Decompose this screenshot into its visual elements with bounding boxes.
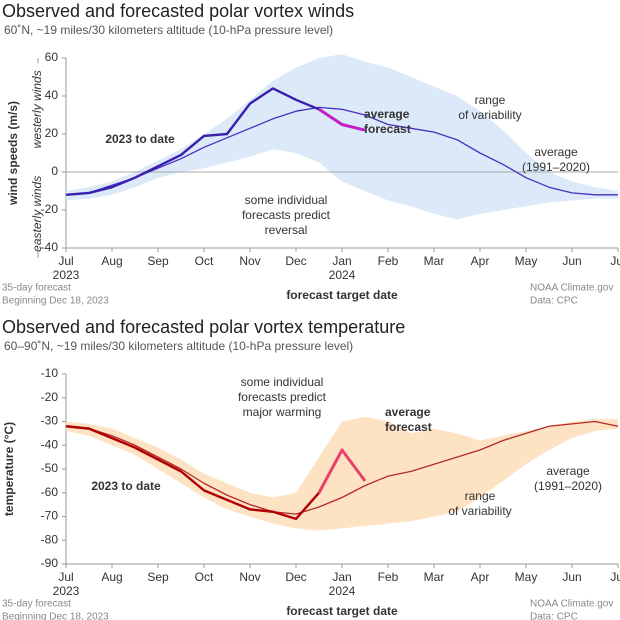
- y-tick-label: 0: [51, 164, 58, 178]
- y-tick-label: -40: [41, 437, 59, 451]
- y-tick-label: 60: [45, 50, 59, 64]
- y-axis-label: wind speeds (m/s): [6, 101, 20, 206]
- y-tick-label: -40: [41, 240, 59, 254]
- x-tick-label: Sep: [147, 254, 169, 268]
- variability-band: [66, 54, 618, 220]
- y-axis-sublabel: easterly winds: [30, 176, 44, 252]
- y-tick-label: -50: [41, 461, 59, 475]
- annotation: some individual: [245, 193, 328, 207]
- y-tick-label: -30: [41, 414, 59, 428]
- x-tick-label: Apr: [471, 254, 490, 268]
- chart-subtitle: 60˚N, ~19 miles/30 kilometers altitude (…: [4, 23, 333, 37]
- x-tick-label: Jan 2024: [329, 570, 356, 598]
- x-tick-label: Oct: [195, 570, 214, 584]
- x-tick-label: Sep: [147, 570, 169, 584]
- annotation: (1991–2020): [522, 160, 590, 174]
- annotation: major warming: [243, 405, 322, 419]
- x-tick-label: Feb: [378, 570, 399, 584]
- x-axis-label: forecast target date: [286, 604, 398, 618]
- footer-note: 35-day forecast: [2, 283, 71, 294]
- footer-note: Beginning Dec 18, 2023: [2, 612, 109, 620]
- x-tick-label: Nov: [239, 254, 260, 268]
- x-tick-label: Oct: [195, 254, 214, 268]
- annotation: 2023 to date: [105, 132, 175, 146]
- footer-note: NOAA Climate.gov: [530, 599, 613, 610]
- series-line: [65, 420, 619, 515]
- annotation: of variability: [458, 108, 521, 122]
- y-tick-label: -20: [41, 390, 59, 404]
- x-tick-label: Aug: [101, 570, 122, 584]
- annotation: 2023 to date: [91, 479, 161, 493]
- x-tick-label: Aug: [101, 254, 122, 268]
- annotation: average: [546, 464, 590, 478]
- x-tick-label: Nov: [239, 570, 260, 584]
- annotation: forecasts predict: [238, 390, 327, 404]
- y-tick-label: -60: [41, 485, 59, 499]
- footer-note: Data: CPC: [530, 296, 578, 307]
- footer-note: NOAA Climate.gov: [530, 283, 613, 294]
- variability-band: [66, 416, 618, 531]
- y-tick-label: 40: [45, 88, 59, 102]
- y-tick-label: 20: [45, 126, 59, 140]
- annotation: forecast: [385, 420, 432, 434]
- x-tick-label: Mar: [424, 570, 445, 584]
- y-tick-label: -10: [41, 366, 59, 380]
- annotation: range: [465, 489, 496, 503]
- chart-subtitle: 60–90˚N, ~19 miles/30 kilometers altitud…: [4, 339, 353, 353]
- annotation: of variability: [448, 504, 511, 518]
- annotation: average: [364, 107, 410, 121]
- series-line: [65, 87, 320, 196]
- x-tick-label: Dec: [285, 254, 306, 268]
- x-tick-label: Jun: [562, 570, 581, 584]
- x-tick-label: May: [515, 570, 538, 584]
- x-tick-label: Jul: [610, 570, 620, 584]
- chart-title: Observed and forecasted polar vortex tem…: [2, 317, 405, 337]
- y-axis-label: temperature (°C): [2, 422, 16, 516]
- x-tick-label: Feb: [378, 254, 399, 268]
- annotation: average: [385, 405, 431, 419]
- x-tick-label: Jan 2024: [329, 254, 356, 282]
- series-line: [65, 106, 618, 196]
- annotation: forecast: [364, 122, 411, 136]
- footer-note: Beginning Dec 18, 2023: [2, 296, 109, 307]
- x-tick-label: Jul 2023: [53, 570, 80, 598]
- y-tick-label: -20: [41, 202, 59, 216]
- annotation: (1991–2020): [534, 479, 602, 493]
- x-tick-label: Dec: [285, 570, 306, 584]
- footer-note: 35-day forecast: [2, 599, 71, 610]
- annotation: forecasts predict: [242, 208, 331, 222]
- series-line: [317, 448, 367, 494]
- y-tick-label: -80: [41, 532, 59, 546]
- annotation: some individual: [241, 375, 324, 389]
- x-tick-label: Jun: [562, 254, 581, 268]
- x-tick-label: May: [515, 254, 538, 268]
- y-tick-label: -90: [41, 556, 59, 570]
- y-tick-label: -70: [41, 509, 59, 523]
- annotation: average: [534, 145, 578, 159]
- x-tick-label: Mar: [424, 254, 445, 268]
- series-line: [318, 108, 366, 132]
- x-axis-label: forecast target date: [286, 288, 398, 302]
- footer-note: Data: CPC: [530, 612, 578, 620]
- x-tick-label: Apr: [471, 570, 490, 584]
- annotation: range: [475, 93, 506, 107]
- annotation: reversal: [265, 223, 308, 237]
- x-tick-label: Jul: [610, 254, 620, 268]
- y-axis-sublabel: westerly winds: [30, 70, 44, 148]
- series-line: [65, 425, 320, 521]
- x-tick-label: Jul 2023: [53, 254, 80, 282]
- chart-title: Observed and forecasted polar vortex win…: [2, 1, 354, 21]
